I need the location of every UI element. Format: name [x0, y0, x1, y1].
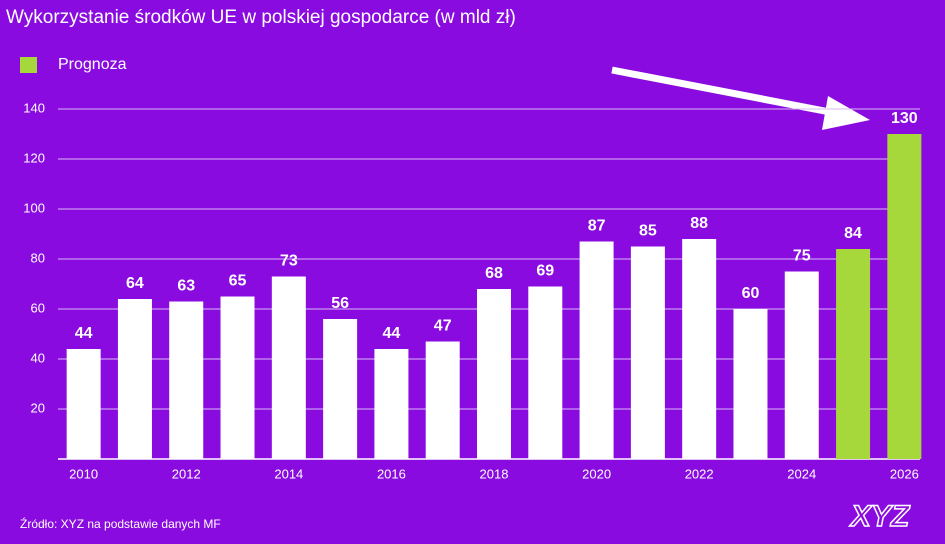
x-tick-label: 2022: [685, 466, 714, 481]
x-tick-label: 2016: [377, 466, 406, 481]
bar: [117, 299, 152, 459]
bar: [66, 349, 101, 459]
x-tick-label: 2024: [787, 466, 816, 481]
value-label: 56: [331, 295, 349, 312]
source: Źródło: XYZ na podstawie danych MF: [20, 516, 221, 531]
y-tick-label: 140: [23, 100, 45, 115]
x-tick-label: 2020: [582, 466, 611, 481]
value-label: 44: [75, 325, 93, 342]
legend-label: Prognoza: [58, 56, 127, 73]
legend-swatch: [20, 57, 37, 73]
value-label: 64: [126, 275, 144, 292]
bar: [220, 296, 255, 459]
bar: [682, 239, 717, 459]
chart-title: Wykorzystanie środków UE w polskiej gosp…: [6, 7, 516, 28]
value-label: 68: [485, 265, 503, 282]
value-label: 130: [891, 110, 918, 127]
bar: [733, 309, 768, 459]
y-tick-label: 120: [23, 150, 45, 165]
y-tick-label: 60: [31, 300, 45, 315]
value-label: 44: [383, 325, 401, 342]
bar: [528, 286, 563, 459]
bar: [630, 246, 665, 459]
bar: [169, 301, 204, 459]
value-label: 85: [639, 223, 657, 240]
value-label: 69: [536, 263, 554, 280]
logo: XYZ: [849, 500, 911, 533]
x-tick-label: 2010: [69, 466, 98, 481]
value-label: 63: [177, 278, 195, 295]
value-label: 73: [280, 253, 298, 270]
y-tick-label: 80: [31, 250, 45, 265]
value-label: 47: [434, 318, 452, 335]
value-label: 75: [793, 248, 811, 265]
bar: [271, 276, 306, 459]
bar: [579, 241, 614, 459]
bar: [323, 319, 358, 459]
x-tick-label: 2012: [172, 466, 201, 481]
bar: [477, 289, 511, 459]
x-tick-label: 2014: [274, 466, 303, 481]
value-label: 60: [742, 285, 760, 302]
value-label: 87: [588, 218, 606, 235]
bar: [425, 341, 460, 459]
bar: [887, 134, 922, 459]
y-tick-label: 100: [23, 200, 45, 215]
value-label: 88: [690, 215, 708, 232]
arrow: [611, 66, 870, 130]
bar: [374, 349, 409, 459]
x-tick-label: 2018: [480, 466, 509, 481]
x-tick-label: 2026: [890, 466, 919, 481]
bar: [784, 271, 819, 459]
bar: [836, 249, 871, 459]
value-label: 65: [229, 273, 247, 290]
y-tick-label: 20: [31, 400, 45, 415]
value-label: 84: [844, 225, 862, 242]
y-tick-label: 40: [31, 350, 45, 365]
